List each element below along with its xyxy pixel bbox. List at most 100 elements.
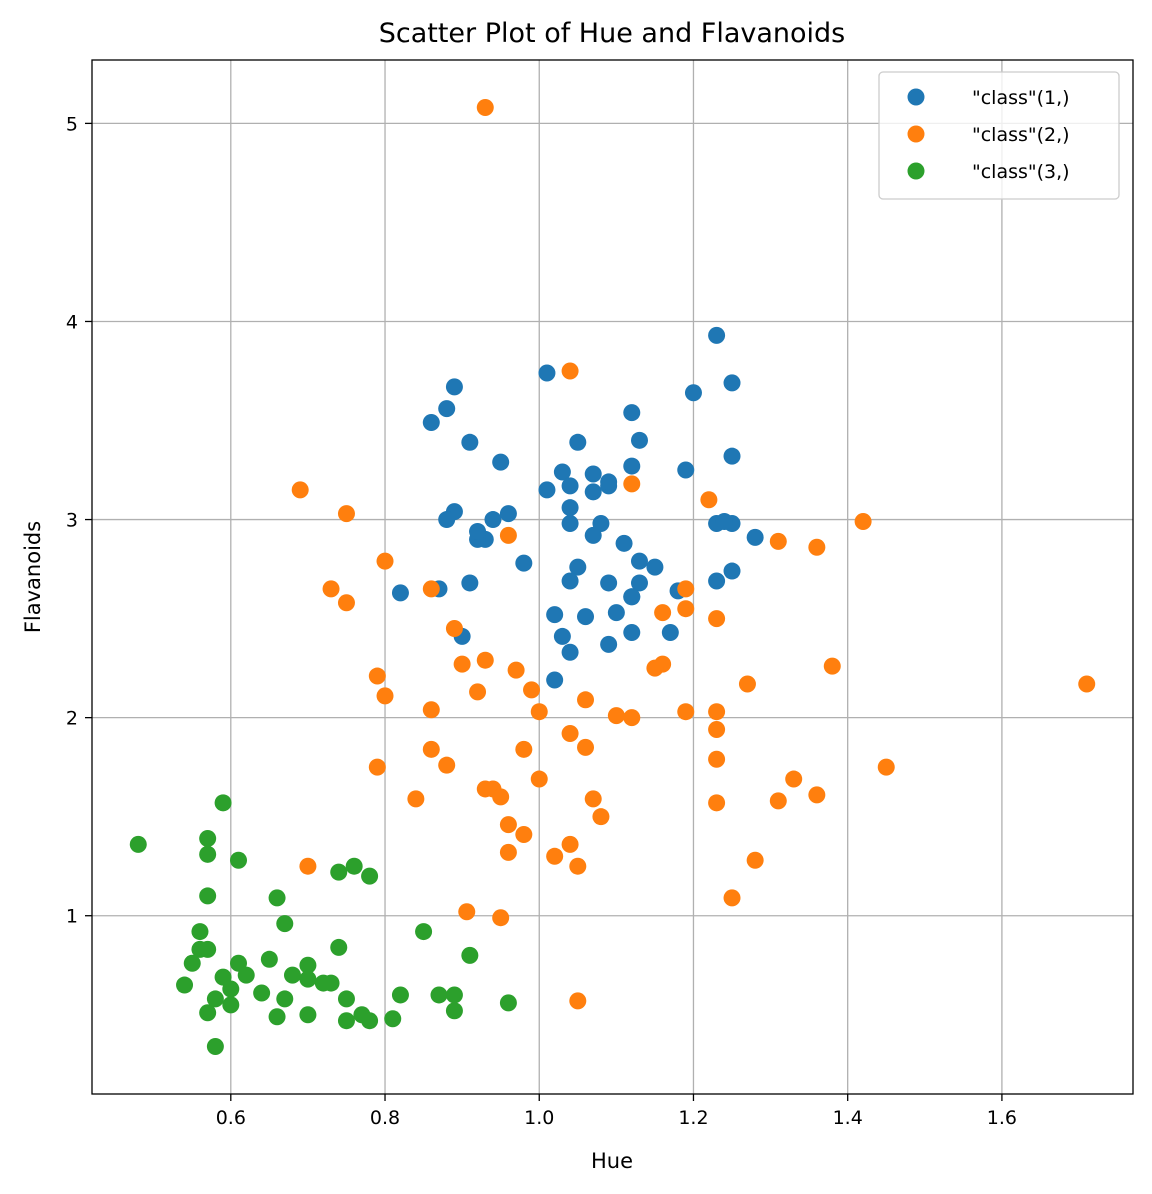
data-point [438,400,456,418]
data-point [569,558,587,576]
data-point [584,526,602,544]
data-point [561,572,579,590]
grid [92,60,1133,1094]
data-point [438,511,456,529]
y-tick-label: 1 [66,906,78,928]
data-point [538,364,556,382]
data-point [283,966,301,984]
data-point [808,538,826,556]
data-point [453,655,471,673]
data-point [769,532,787,550]
data-point [746,851,764,869]
data-point [677,703,695,721]
data-point [677,461,695,479]
data-point [337,990,355,1008]
data-point [708,794,726,812]
data-point [469,683,487,701]
data-point [422,413,440,431]
series-3 [129,794,517,1055]
data-point [623,588,641,606]
data-point [499,526,517,544]
data-point [368,758,386,776]
data-point [538,481,556,499]
data-point [808,786,826,804]
data-point [561,515,579,533]
data-point [708,721,726,739]
data-point [677,600,695,618]
data-point [129,835,147,853]
data-point [607,707,625,725]
data-point [507,661,525,679]
legend-label: "class"(1,) [972,87,1070,109]
data-point [854,513,872,531]
data-point [337,594,355,612]
data-point [569,857,587,875]
data-point [515,554,533,572]
data-point [330,938,348,956]
data-point [723,447,741,465]
data-point [276,990,294,1008]
data-point [530,703,548,721]
data-point [515,826,533,844]
data-point [577,608,595,626]
data-point [823,657,841,675]
data-point [384,1010,402,1028]
data-point [214,794,232,812]
data-point [176,976,194,994]
data-point [708,572,726,590]
data-point [268,889,286,907]
data-point [330,863,348,881]
data-point [299,857,317,875]
data-point [458,903,476,921]
data-point [746,528,764,546]
data-point [415,923,433,941]
data-point [492,788,510,806]
data-point [708,750,726,768]
x-tick-label: 1.6 [987,1107,1017,1129]
data-point [515,740,533,758]
data-point [600,635,618,653]
legend-label: "class"(2,) [972,124,1070,146]
data-point [677,580,695,598]
y-tick-label: 5 [66,113,78,135]
data-point [445,1002,463,1020]
data-point [561,499,579,517]
data-points [129,99,1096,1055]
data-point [183,954,201,972]
data-point [584,790,602,808]
data-point [708,703,726,721]
data-point [438,756,456,774]
data-point [785,770,803,788]
data-point [445,986,463,1004]
data-point [199,829,217,847]
data-point [569,992,587,1010]
data-point [877,758,895,776]
x-tick-label: 1.2 [678,1107,708,1129]
data-point [561,362,579,380]
data-point [584,465,602,483]
data-point [199,845,217,863]
data-point [476,99,494,117]
data-point [276,915,294,933]
data-point [299,970,317,988]
data-point [299,1006,317,1024]
data-point [715,513,733,531]
data-point [222,980,240,998]
data-point [569,433,587,451]
x-axis-ticks: 0.6 0.8 1.0 1.2 1.4 1.6 [216,1094,1017,1129]
plot-frame [91,59,1134,1095]
data-point [492,909,510,927]
data-point [661,623,679,641]
data-point [723,374,741,392]
data-point [445,378,463,396]
data-point [700,491,718,509]
legend-marker [907,125,925,143]
data-point [199,1004,217,1022]
data-point [592,808,610,826]
data-point [376,687,394,705]
data-point [199,887,217,905]
data-point [523,681,541,699]
x-tick-label: 1.4 [833,1107,863,1129]
data-point [600,574,618,592]
data-point [422,740,440,758]
